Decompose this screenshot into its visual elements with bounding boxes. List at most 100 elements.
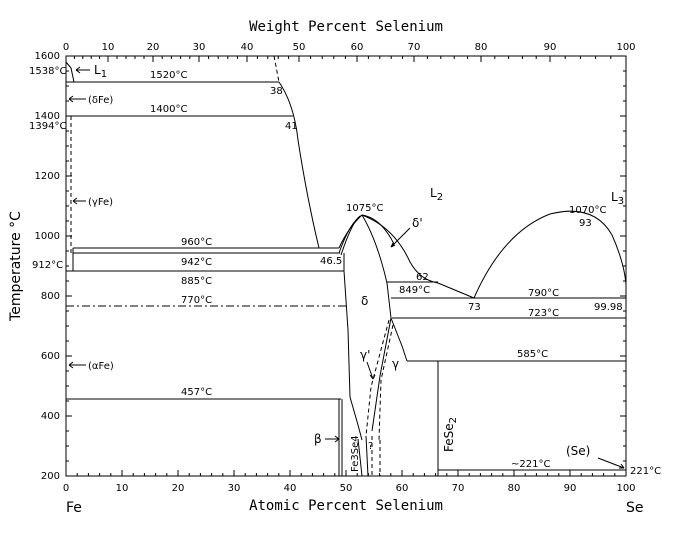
y-tick-600: 600 xyxy=(41,351,60,362)
label-221: ~221°C xyxy=(511,459,550,470)
gamma-region-right xyxy=(390,317,408,362)
comp-38: 38 xyxy=(270,86,283,97)
delta-right-boundary xyxy=(361,214,392,319)
comp-41: 41 xyxy=(285,121,298,132)
arrow-delta-prime xyxy=(390,227,411,248)
label-885: 885°C xyxy=(181,276,212,287)
element-fe: Fe xyxy=(66,500,82,516)
liquidus-l1-left xyxy=(65,61,75,83)
comp-99-98: 99.98 xyxy=(594,302,623,313)
phase-question: ? xyxy=(368,441,373,452)
bottom-tick-100: 100 xyxy=(616,483,635,494)
phase-se: (Se) xyxy=(566,444,590,458)
bottom-tick-20: 20 xyxy=(172,483,185,494)
bottom-tick-0: 0 xyxy=(63,483,69,494)
label-1075: 1075°C xyxy=(346,203,383,214)
fe3se4-dome xyxy=(357,438,363,477)
phase-l3: L3 xyxy=(611,190,624,207)
label-1070: 1070°C xyxy=(569,205,606,216)
delta-dome-inner2 xyxy=(340,215,361,256)
bottom-tick-50: 50 xyxy=(340,483,353,494)
phase-delta: δ xyxy=(361,294,368,308)
phase-fe3se4: Fe3Se4 xyxy=(350,435,361,472)
top-tick-50: 50 xyxy=(293,42,306,53)
delta-left-boundary xyxy=(343,253,351,398)
label-221-right: 221°C xyxy=(630,466,661,477)
label-457: 457°C xyxy=(181,387,212,398)
top-tick-90: 90 xyxy=(544,42,557,53)
delta-right-liquidus xyxy=(361,214,439,284)
gamma-region-left xyxy=(371,317,392,432)
top-axis-tick-labels: 0 10 20 30 40 50 60 70 80 90 100 xyxy=(63,42,636,53)
comp-46-5: 46.5 xyxy=(320,256,342,267)
y-tick-200: 200 xyxy=(41,471,60,482)
bottom-tick-40: 40 xyxy=(284,483,297,494)
top-tick-70: 70 xyxy=(408,42,421,53)
plot-frame xyxy=(65,55,627,477)
isotherm-labels: 1538°C 1520°C 1400°C 1394°C 960°C 942°C … xyxy=(29,66,661,477)
bottom-tick-80: 80 xyxy=(508,483,521,494)
phase-delta-prime: δ' xyxy=(412,216,423,230)
arrow-gamma-fe xyxy=(72,197,86,205)
arrow-l1 xyxy=(75,66,90,74)
label-942: 942°C xyxy=(181,257,212,268)
top-tick-80: 80 xyxy=(475,42,488,53)
comp-62: 62 xyxy=(416,272,429,283)
phase-alpha-fe: (αFe) xyxy=(88,361,114,372)
bottom-tick-70: 70 xyxy=(452,483,465,494)
bottom-tick-60: 60 xyxy=(396,483,409,494)
arrow-se xyxy=(597,457,625,469)
label-1520: 1520°C xyxy=(150,70,187,81)
label-912: 912°C xyxy=(32,260,63,271)
fe3se4-right xyxy=(365,435,369,477)
top-tick-30: 30 xyxy=(193,42,206,53)
label-849: 849°C xyxy=(399,285,430,296)
arrow-gamma-prime xyxy=(366,361,376,380)
y-tick-1600: 1600 xyxy=(35,51,60,62)
tick-marks xyxy=(65,55,627,477)
top-axis-title: Weight Percent Selenium xyxy=(249,19,443,35)
eutectic-73-left xyxy=(437,282,475,299)
label-1400: 1400°C xyxy=(150,104,187,115)
bottom-tick-90: 90 xyxy=(564,483,577,494)
gamma-dashed-left xyxy=(365,319,390,437)
phase-l1: L1 xyxy=(94,63,107,80)
phase-delta-fe: (δFe) xyxy=(88,95,113,106)
delta-dome-inner xyxy=(338,214,363,254)
arrow-delta-fe xyxy=(68,95,86,103)
phase-boundaries xyxy=(65,55,627,477)
bottom-tick-30: 30 xyxy=(228,483,241,494)
bottom-axis-title: Atomic Percent Selenium xyxy=(249,498,443,514)
top-tick-0: 0 xyxy=(63,42,69,53)
phase-gamma: γ xyxy=(392,357,399,371)
phase-fese2: FeSe2 xyxy=(442,417,459,452)
label-723: 723°C xyxy=(528,308,559,319)
comp-93: 93 xyxy=(579,218,592,229)
element-se: Se xyxy=(626,500,644,516)
top-tick-10: 10 xyxy=(102,42,115,53)
label-1394: 1394°C xyxy=(29,121,66,132)
phase-gamma-fe: (γFe) xyxy=(88,197,113,208)
annotation-arrows xyxy=(68,66,625,469)
y-tick-1400: 1400 xyxy=(35,111,60,122)
fe3se4-left xyxy=(349,396,363,441)
y-axis-tick-labels: 200 400 600 800 1000 1200 1400 1600 xyxy=(35,51,60,482)
top-tick-20: 20 xyxy=(147,42,160,53)
y-axis-title: Temperature °C xyxy=(8,211,24,322)
top-tick-100: 100 xyxy=(616,42,635,53)
phase-l2: L2 xyxy=(430,186,443,203)
phase-labels: L1 (δFe) (γFe) (αFe) L2 L3 δ δ' γ γ' β F… xyxy=(88,63,624,472)
liquidus-l3 xyxy=(473,210,627,299)
comp-73: 73 xyxy=(468,302,481,313)
label-790: 790°C xyxy=(528,288,559,299)
phase-gamma-prime: γ' xyxy=(360,348,370,362)
miscibility-gap-dashed xyxy=(273,55,280,83)
y-tick-800: 800 xyxy=(41,291,60,302)
label-585: 585°C xyxy=(517,349,548,360)
gamma-dashed-right xyxy=(378,324,394,441)
top-tick-40: 40 xyxy=(241,42,254,53)
y-tick-400: 400 xyxy=(41,411,60,422)
label-770: 770°C xyxy=(181,295,212,306)
bottom-tick-10: 10 xyxy=(116,483,129,494)
top-tick-60: 60 xyxy=(351,42,364,53)
